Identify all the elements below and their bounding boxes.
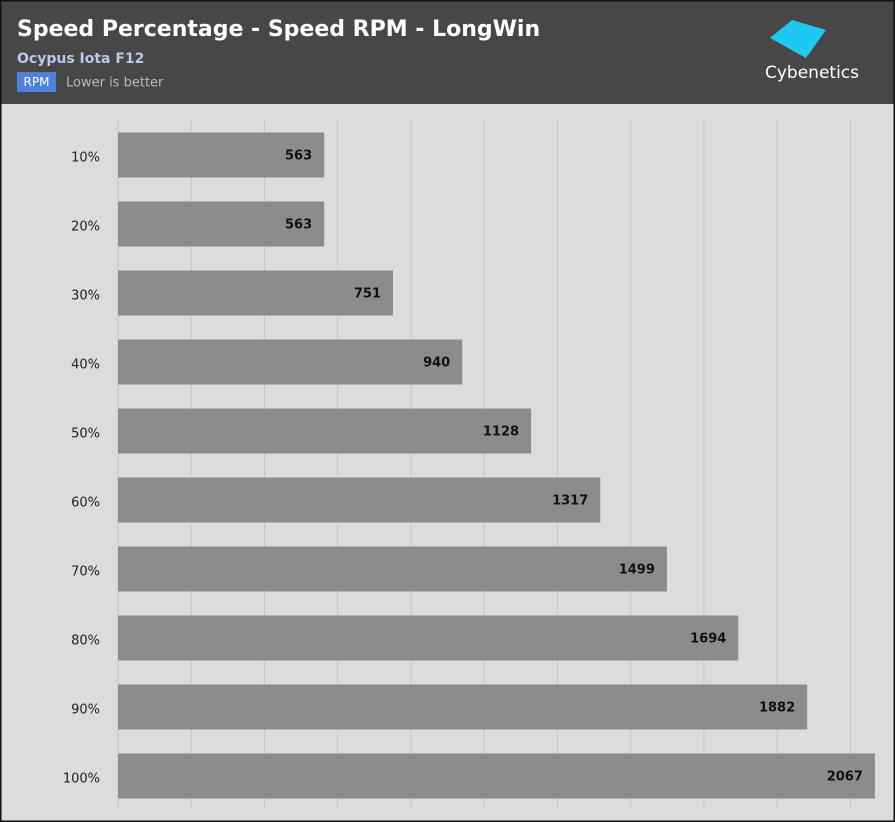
bar xyxy=(118,546,667,592)
value-label: 563 xyxy=(285,218,312,233)
plot: 10% 563 20% 563 30% 751 40% 940 50% 1128 60% 1317 70… xyxy=(63,120,875,808)
bar xyxy=(118,201,325,247)
y-tick-label: 80% xyxy=(71,634,100,649)
value-label: 1882 xyxy=(759,701,795,716)
value-label: 940 xyxy=(423,356,450,371)
y-tick-label: 50% xyxy=(71,427,100,442)
chart-title: Speed Percentage - Speed RPM - LongWin xyxy=(17,17,540,42)
logo-text: Cybenetics xyxy=(765,63,859,83)
header xyxy=(0,0,895,104)
value-label: 1499 xyxy=(619,563,655,578)
bar xyxy=(118,132,325,178)
unit-badge-bg xyxy=(17,72,56,92)
y-tick-label: 10% xyxy=(71,151,100,166)
bar xyxy=(118,684,808,730)
value-label: 751 xyxy=(354,287,381,302)
bar xyxy=(118,753,875,799)
bar xyxy=(118,339,463,385)
y-tick-label: 40% xyxy=(71,358,100,373)
y-tick-label: 90% xyxy=(71,703,100,718)
unit-badge: RPM xyxy=(24,75,50,89)
y-tick-label: 30% xyxy=(71,289,100,304)
value-label: 1317 xyxy=(552,494,588,509)
value-label: 1694 xyxy=(690,632,726,647)
y-tick-label: 60% xyxy=(71,496,100,511)
bar xyxy=(118,477,601,523)
bar xyxy=(118,615,739,661)
value-label: 563 xyxy=(285,149,312,164)
logo-icon xyxy=(770,20,826,58)
bar xyxy=(118,270,394,316)
y-tick-label: 100% xyxy=(63,772,100,787)
note: Lower is better xyxy=(66,76,164,91)
chart-subtitle: Ocypus Iota F12 xyxy=(17,51,144,67)
bar xyxy=(118,408,532,454)
value-label: 2067 xyxy=(827,770,863,785)
y-tick-label: 20% xyxy=(71,220,100,235)
value-label: 1128 xyxy=(483,425,519,440)
y-tick-label: 70% xyxy=(71,565,100,580)
